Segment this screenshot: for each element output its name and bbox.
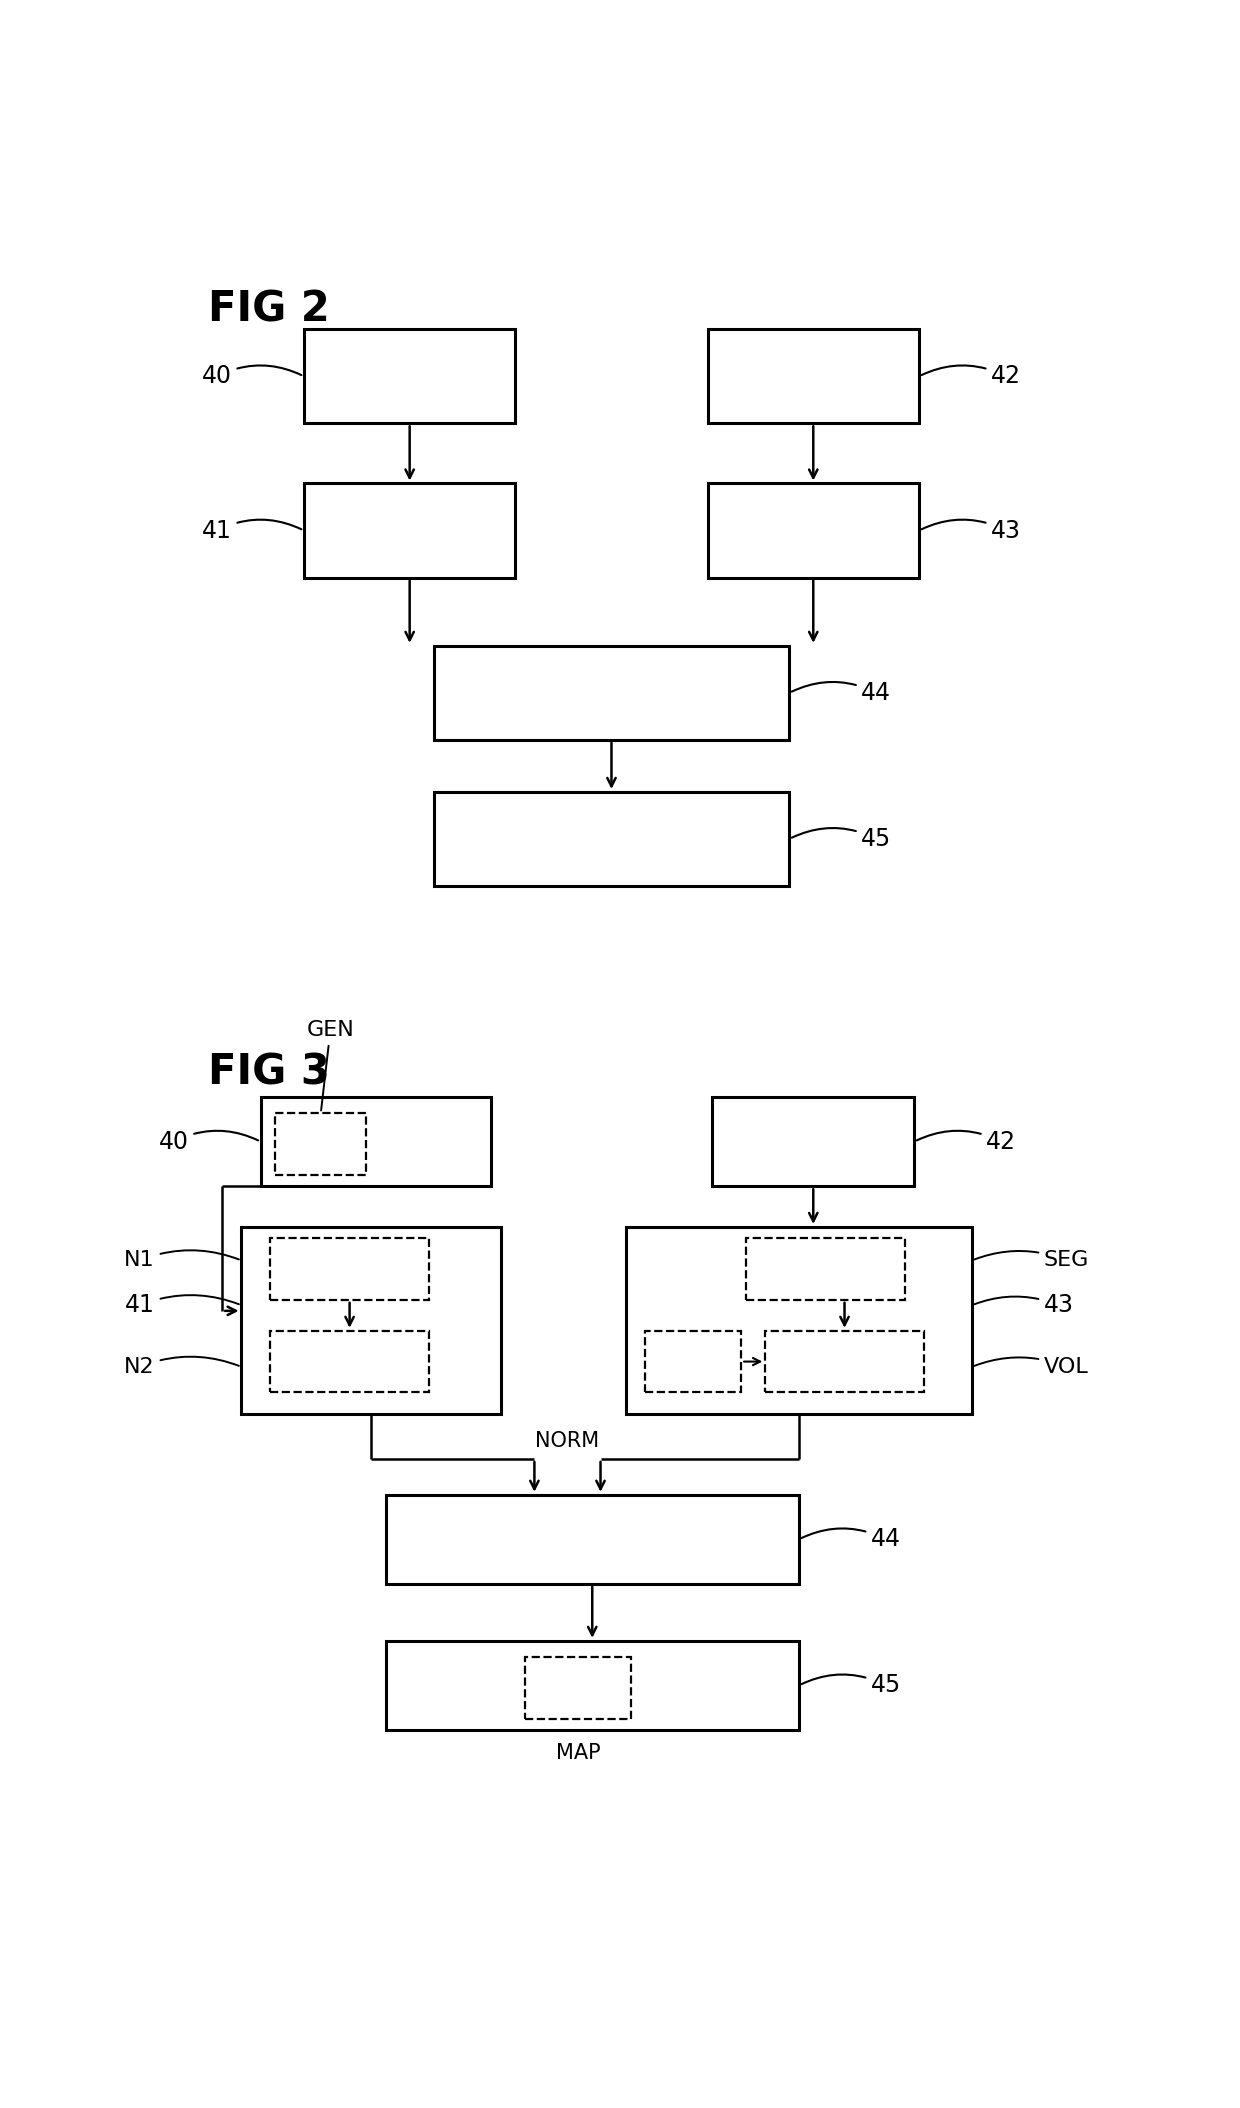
Bar [434, 793, 789, 885]
Bar [746, 1237, 905, 1301]
Text: NORM: NORM [536, 1431, 599, 1450]
Text: MAP: MAP [556, 1743, 600, 1762]
Bar [765, 1330, 924, 1393]
Text: 40: 40 [159, 1130, 258, 1153]
Text: SEG: SEG [975, 1250, 1089, 1271]
Text: N1: N1 [124, 1250, 239, 1271]
Bar [645, 1330, 742, 1393]
Bar [708, 329, 919, 424]
Bar [304, 483, 516, 578]
Text: FIG 3: FIG 3 [208, 1052, 330, 1094]
Text: 41: 41 [125, 1292, 239, 1318]
Text: 42: 42 [916, 1130, 1017, 1153]
Text: 44: 44 [801, 1528, 901, 1551]
Text: FIG 2: FIG 2 [208, 289, 330, 331]
Text: 45: 45 [792, 826, 892, 852]
Text: 45: 45 [801, 1674, 901, 1697]
Text: 43: 43 [921, 519, 1021, 542]
Text: 42: 42 [921, 365, 1021, 388]
Bar [242, 1227, 501, 1414]
Bar [708, 483, 919, 578]
Text: 41: 41 [202, 519, 301, 542]
Bar [386, 1640, 799, 1731]
Bar [434, 645, 789, 740]
Bar [270, 1330, 429, 1393]
Text: 44: 44 [792, 681, 892, 704]
Bar [626, 1227, 972, 1414]
Bar [712, 1096, 914, 1187]
Bar [525, 1657, 631, 1718]
Bar [275, 1113, 367, 1174]
Bar [386, 1495, 799, 1583]
Text: VOL: VOL [975, 1358, 1089, 1377]
Text: 40: 40 [202, 365, 301, 388]
Bar [260, 1096, 491, 1187]
Text: 43: 43 [975, 1292, 1074, 1318]
Text: GEN: GEN [306, 1020, 355, 1111]
Text: N2: N2 [124, 1358, 239, 1377]
Bar [304, 329, 516, 424]
Bar [270, 1237, 429, 1301]
